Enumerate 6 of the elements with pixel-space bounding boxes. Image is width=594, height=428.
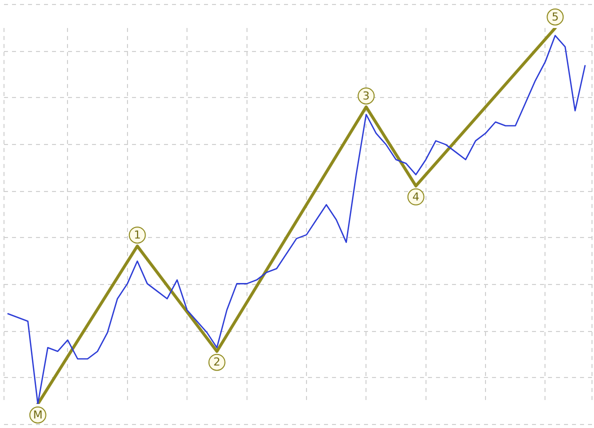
annotation: 1 [134, 228, 141, 242]
annotation: 5 [552, 10, 559, 24]
annotation: 2 [213, 356, 220, 369]
annotation: 4 [412, 190, 420, 204]
annotation: 3 [362, 89, 370, 102]
annotation: M [33, 408, 43, 422]
